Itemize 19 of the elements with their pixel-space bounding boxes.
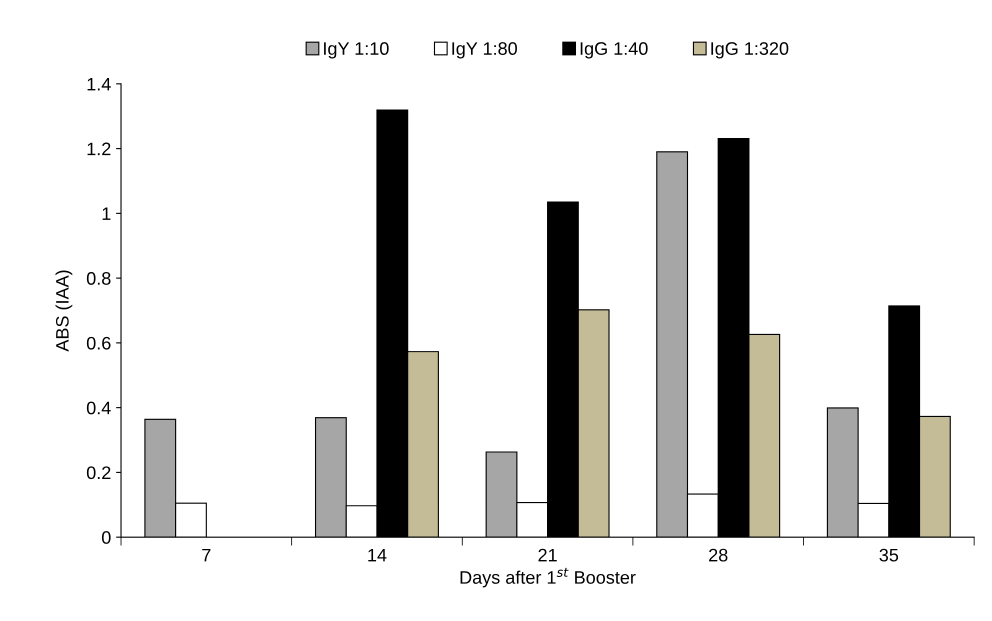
legend-label: IgG 1:320 xyxy=(711,42,788,59)
y-tick-label: 1 xyxy=(102,207,110,220)
x-axis-title: Days after 1$^{st}$ Booster xyxy=(460,568,636,588)
y-tick-label: 1.2 xyxy=(88,142,110,156)
x-tick-label: 14 xyxy=(368,548,386,562)
y-tick-label: 0.2 xyxy=(86,466,110,480)
y-tick-label: 0.4 xyxy=(86,402,111,414)
y-tick-label: 0 xyxy=(102,531,111,544)
legend-label: IgY 1:80 xyxy=(452,42,517,59)
x-tick-label: 7 xyxy=(202,548,210,562)
y-tick-label: 1.4 xyxy=(88,78,111,90)
x-tick-label: 35 xyxy=(879,548,898,562)
y-tick-label: 0.8 xyxy=(86,272,111,285)
legend-label: IgY 1:10 xyxy=(324,42,389,59)
x-tick-label: 21 xyxy=(538,548,557,562)
x-tick-label: 28 xyxy=(709,548,728,562)
y-axis-title: ABS (IAA) xyxy=(55,270,72,352)
y-tick-label: 0.6 xyxy=(86,336,111,350)
legend-label: IgG 1:40 xyxy=(580,42,648,59)
